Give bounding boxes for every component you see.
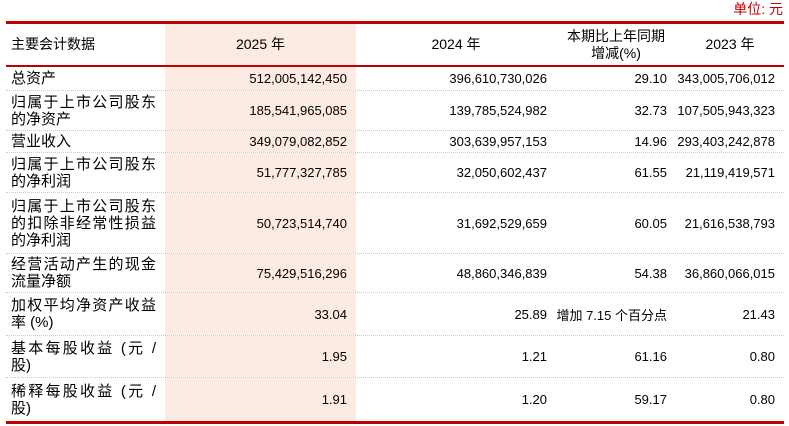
table-row: 经营活动产生的现金流量净额 75,429,516,296 48,860,346,… xyxy=(6,254,784,293)
cell-2023: 107,505,943,323 xyxy=(677,103,775,118)
header-col-2024: 2024 年 xyxy=(431,36,481,52)
cell-2023: 343,005,706,012 xyxy=(677,71,775,86)
cell-2025: 51,777,327,785 xyxy=(165,153,356,192)
table-header-row: 主要会计数据 2025 年 2024 年 本期比上年同期 增减(%) 2023 … xyxy=(6,24,784,67)
cell-2024: 303,639,957,153 xyxy=(449,134,547,149)
header-col-2023: 2023 年 xyxy=(705,36,755,52)
table-row: 总资产 512,005,142,450 396,610,730,026 29.1… xyxy=(6,67,784,91)
table-row: 归属于上市公司股东的净利润 51,777,327,785 32,050,602,… xyxy=(6,153,784,193)
row-label: 营业收入 xyxy=(11,133,72,150)
header-change-line1: 本期比上年同期 xyxy=(567,27,665,44)
cell-2025: 1.95 xyxy=(165,336,356,377)
cell-change: 61.16 xyxy=(634,349,667,364)
cell-2024: 32,050,602,437 xyxy=(456,165,547,180)
table-row: 归属于上市公司股东的净资产 185,541,965,085 139,785,52… xyxy=(6,91,784,131)
cell-2023: 21,119,419,571 xyxy=(685,165,775,180)
cell-2024: 139,785,524,982 xyxy=(449,103,547,118)
table-row: 营业收入 349,079,082,852 303,639,957,153 14.… xyxy=(6,131,784,153)
row-label: 归属于上市公司股东的净资产 xyxy=(11,93,156,128)
cell-2023: 0.80 xyxy=(749,392,775,407)
cell-2025: 75,429,516,296 xyxy=(165,254,356,292)
cell-2025: 349,079,082,852 xyxy=(165,131,356,152)
cell-change: 54.38 xyxy=(634,265,667,281)
row-label: 基本每股收益 (元 / 股) xyxy=(11,339,156,374)
row-label: 归属于上市公司股东的扣除非经常性损益的净利润 xyxy=(11,197,156,249)
row-label: 总资产 xyxy=(11,70,57,87)
table-body: 总资产 512,005,142,450 396,610,730,026 29.1… xyxy=(6,67,784,421)
cell-2025: 33.04 xyxy=(165,293,356,335)
cell-2024: 25.89 xyxy=(514,306,547,322)
table-row: 基本每股收益 (元 / 股) 1.95 1.21 61.16 0.80 xyxy=(6,336,784,378)
cell-2023: 21,616,538,793 xyxy=(684,215,775,231)
cell-2025: 185,541,965,085 xyxy=(165,91,356,130)
cell-2024: 396,610,730,026 xyxy=(449,71,547,86)
header-metric-label: 主要会计数据 xyxy=(6,24,165,65)
cell-change: 14.96 xyxy=(634,134,667,149)
financial-summary-table: 主要会计数据 2025 年 2024 年 本期比上年同期 增减(%) 2023 … xyxy=(6,21,784,424)
header-metric-label-text: 主要会计数据 xyxy=(11,36,95,52)
cell-change: 61.55 xyxy=(634,165,667,180)
cell-change: 29.10 xyxy=(634,71,667,86)
row-label: 经营活动产生的现金流量净额 xyxy=(11,256,156,290)
cell-change: 59.17 xyxy=(634,392,667,407)
cell-2024: 1.20 xyxy=(521,392,547,407)
cell-2024: 48,860,346,839 xyxy=(456,265,547,281)
row-label: 稀释每股收益 (元 / 股) xyxy=(11,382,156,417)
cell-2024: 1.21 xyxy=(521,349,547,364)
table-row: 加权平均净资产收益率 (%) 33.04 25.89 增加 7.15 个百分点 … xyxy=(6,293,784,336)
cell-2023: 0.80 xyxy=(749,349,775,364)
cell-change: 增加 7.15 个百分点 xyxy=(556,307,667,323)
cell-2023: 21.43 xyxy=(742,306,775,322)
cell-2023: 293,403,242,878 xyxy=(677,134,775,149)
header-col-change: 本期比上年同期 增减(%) xyxy=(556,24,676,65)
unit-label: 单位: 元 xyxy=(733,1,783,17)
table-row: 稀释每股收益 (元 / 股) 1.91 1.20 59.17 0.80 xyxy=(6,378,784,421)
cell-2025: 50,723,514,740 xyxy=(165,193,356,253)
cell-2023: 36,860,066,015 xyxy=(684,265,775,281)
cell-change: 60.05 xyxy=(634,215,667,231)
header-change-line2: 增减(%) xyxy=(591,44,641,61)
table-row: 归属于上市公司股东的扣除非经常性损益的净利润 50,723,514,740 31… xyxy=(6,193,784,254)
row-label: 归属于上市公司股东的净利润 xyxy=(11,155,156,190)
cell-2024: 31,692,529,659 xyxy=(456,215,547,231)
cell-2025: 1.91 xyxy=(165,378,356,421)
cell-2025: 512,005,142,450 xyxy=(165,67,356,90)
cell-change: 32.73 xyxy=(634,103,667,118)
row-label: 加权平均净资产收益率 (%) xyxy=(11,297,156,331)
header-col-2025: 2025 年 xyxy=(165,24,356,65)
